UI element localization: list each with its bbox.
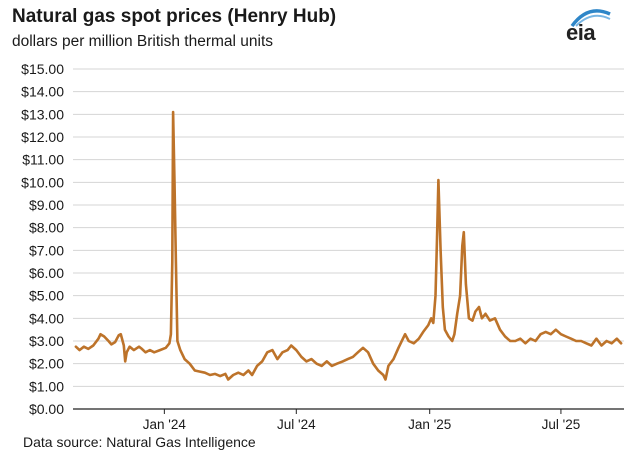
- chart-subtitle: dollars per million British thermal unit…: [12, 33, 274, 50]
- logo-text: eia: [566, 20, 596, 45]
- eia-logo: eia: [566, 6, 616, 46]
- y-tick-label: $11.00: [22, 152, 64, 168]
- series-line-henry-hub: [74, 110, 623, 381]
- grid-lines: [73, 68, 624, 387]
- y-tick-label: $9.00: [29, 197, 64, 213]
- y-tick-label: $13.00: [21, 106, 64, 122]
- y-tick-label: $2.00: [29, 356, 64, 372]
- y-tick-label: $0.00: [29, 401, 64, 417]
- chart-title: Natural gas spot prices (Henry Hub): [12, 6, 337, 27]
- y-tick-label: $12.00: [21, 129, 64, 145]
- y-tick-label: $5.00: [29, 288, 64, 304]
- data-source-note: Data source: Natural Gas Intelligence: [23, 434, 256, 450]
- x-tick-label: Jan '25: [408, 417, 451, 432]
- y-tick-label: $15.00: [21, 61, 64, 77]
- y-tick-label: $10.00: [21, 174, 64, 190]
- x-tick-label: Jul '24: [277, 417, 316, 432]
- y-tick-label: $4.00: [29, 310, 64, 326]
- x-tick-label: Jan '24: [143, 417, 187, 432]
- logo-arc-icon: [570, 9, 611, 28]
- y-tick-label: $7.00: [29, 242, 64, 258]
- y-tick-label: $1.00: [29, 378, 64, 394]
- y-tick-label: $6.00: [29, 265, 64, 281]
- y-tick-label: $8.00: [29, 220, 64, 236]
- y-tick-label: $14.00: [21, 84, 64, 100]
- x-tick-label: Jul '25: [542, 417, 581, 432]
- x-axis-ticks: Jan '24 Jul '24 Jan '25 Jul '25: [143, 409, 580, 432]
- y-tick-label: $3.00: [29, 333, 64, 349]
- y-axis-ticks: $0.00 $1.00 $2.00 $3.00 $4.00 $5.00 $6.00 $7.00…: [21, 61, 64, 417]
